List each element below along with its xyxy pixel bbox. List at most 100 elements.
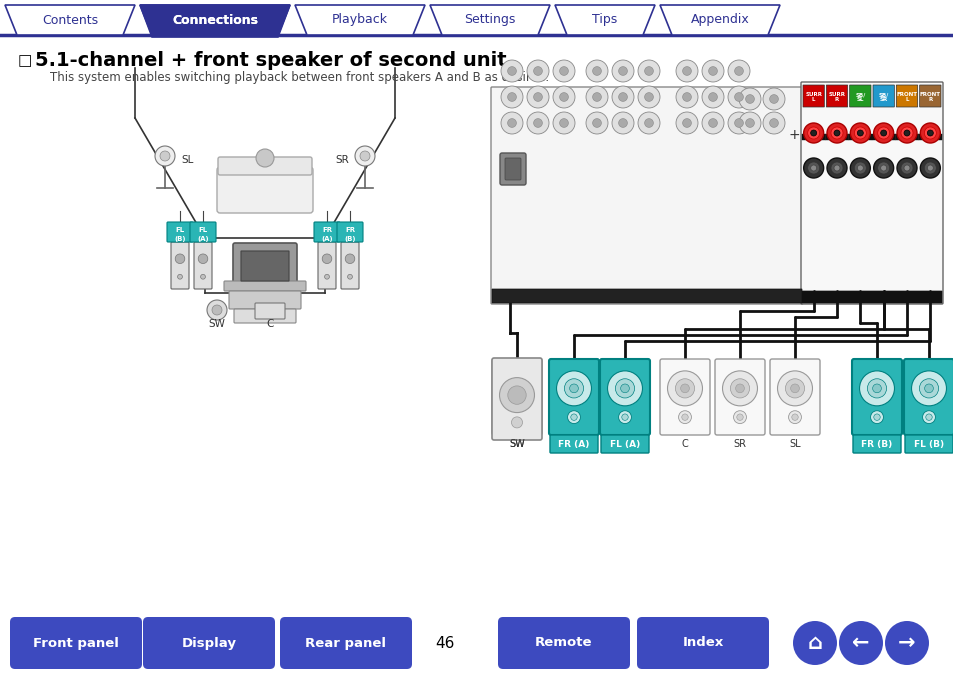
- FancyBboxPatch shape: [317, 242, 335, 289]
- Text: FL (B): FL (B): [913, 439, 943, 448]
- Circle shape: [212, 305, 222, 315]
- Circle shape: [769, 95, 778, 104]
- Circle shape: [570, 414, 577, 421]
- Circle shape: [788, 411, 801, 423]
- Circle shape: [923, 127, 935, 139]
- Circle shape: [872, 384, 881, 393]
- Polygon shape: [555, 5, 655, 35]
- Circle shape: [870, 411, 882, 423]
- FancyBboxPatch shape: [919, 85, 940, 107]
- Circle shape: [322, 254, 332, 264]
- Circle shape: [607, 371, 641, 406]
- Circle shape: [553, 112, 575, 134]
- Circle shape: [736, 414, 742, 421]
- Circle shape: [585, 86, 607, 108]
- Circle shape: [676, 60, 698, 82]
- Circle shape: [154, 146, 174, 166]
- FancyBboxPatch shape: [599, 359, 649, 435]
- FancyBboxPatch shape: [918, 134, 941, 140]
- Circle shape: [802, 158, 822, 178]
- FancyBboxPatch shape: [233, 243, 296, 287]
- FancyBboxPatch shape: [254, 303, 285, 319]
- FancyBboxPatch shape: [801, 134, 824, 140]
- Circle shape: [857, 165, 862, 171]
- Circle shape: [903, 130, 909, 136]
- Circle shape: [745, 95, 754, 104]
- Text: (B): (B): [174, 236, 186, 242]
- Circle shape: [644, 118, 653, 127]
- Circle shape: [507, 386, 526, 404]
- Circle shape: [499, 378, 534, 413]
- Circle shape: [810, 130, 816, 136]
- Circle shape: [873, 123, 893, 143]
- Circle shape: [682, 118, 691, 127]
- FancyBboxPatch shape: [492, 289, 801, 303]
- Circle shape: [896, 158, 916, 178]
- Circle shape: [526, 112, 548, 134]
- Circle shape: [769, 118, 778, 127]
- Circle shape: [924, 414, 931, 421]
- Text: FL: FL: [198, 227, 208, 233]
- FancyBboxPatch shape: [550, 435, 598, 453]
- FancyBboxPatch shape: [314, 222, 339, 242]
- Circle shape: [926, 165, 932, 171]
- Circle shape: [324, 275, 329, 279]
- Circle shape: [500, 86, 522, 108]
- FancyBboxPatch shape: [492, 359, 541, 435]
- FancyBboxPatch shape: [340, 242, 358, 289]
- Circle shape: [621, 414, 628, 421]
- FancyBboxPatch shape: [851, 359, 901, 435]
- Circle shape: [559, 93, 568, 102]
- Text: C: C: [680, 439, 688, 449]
- FancyBboxPatch shape: [224, 281, 306, 291]
- Polygon shape: [5, 5, 135, 35]
- FancyBboxPatch shape: [896, 85, 917, 107]
- Text: 46: 46: [435, 635, 455, 651]
- Circle shape: [510, 411, 523, 423]
- Text: →: →: [898, 633, 915, 653]
- Polygon shape: [140, 5, 290, 37]
- Circle shape: [708, 93, 717, 102]
- Circle shape: [359, 151, 370, 161]
- FancyBboxPatch shape: [497, 617, 629, 669]
- Circle shape: [347, 275, 352, 279]
- Circle shape: [721, 371, 757, 406]
- Circle shape: [160, 151, 170, 161]
- Circle shape: [177, 275, 182, 279]
- Circle shape: [592, 118, 600, 127]
- Circle shape: [762, 88, 784, 110]
- Circle shape: [612, 86, 634, 108]
- Circle shape: [679, 384, 689, 393]
- Circle shape: [678, 411, 691, 423]
- Circle shape: [644, 67, 653, 75]
- Circle shape: [592, 93, 600, 102]
- Text: Tips: Tips: [592, 13, 617, 26]
- Text: FR: FR: [345, 227, 355, 233]
- FancyBboxPatch shape: [849, 85, 870, 107]
- Circle shape: [739, 88, 760, 110]
- FancyBboxPatch shape: [190, 222, 215, 242]
- Polygon shape: [294, 5, 424, 35]
- Circle shape: [526, 86, 548, 108]
- Circle shape: [884, 621, 928, 665]
- Circle shape: [734, 67, 742, 75]
- Circle shape: [682, 67, 691, 75]
- Text: SW: SW: [209, 319, 225, 329]
- Circle shape: [826, 123, 846, 143]
- Circle shape: [200, 275, 205, 279]
- Text: FRONT
R: FRONT R: [919, 92, 940, 102]
- Circle shape: [859, 371, 894, 406]
- FancyBboxPatch shape: [504, 158, 520, 180]
- Circle shape: [880, 130, 885, 136]
- Circle shape: [923, 384, 932, 393]
- Circle shape: [618, 67, 627, 75]
- FancyBboxPatch shape: [848, 134, 871, 140]
- Text: SB/
SR: SB/ SR: [878, 92, 888, 102]
- Circle shape: [708, 118, 717, 127]
- Circle shape: [833, 165, 840, 171]
- Circle shape: [559, 67, 568, 75]
- Circle shape: [198, 254, 208, 264]
- Circle shape: [877, 127, 889, 139]
- FancyBboxPatch shape: [229, 291, 301, 309]
- Circle shape: [849, 123, 869, 143]
